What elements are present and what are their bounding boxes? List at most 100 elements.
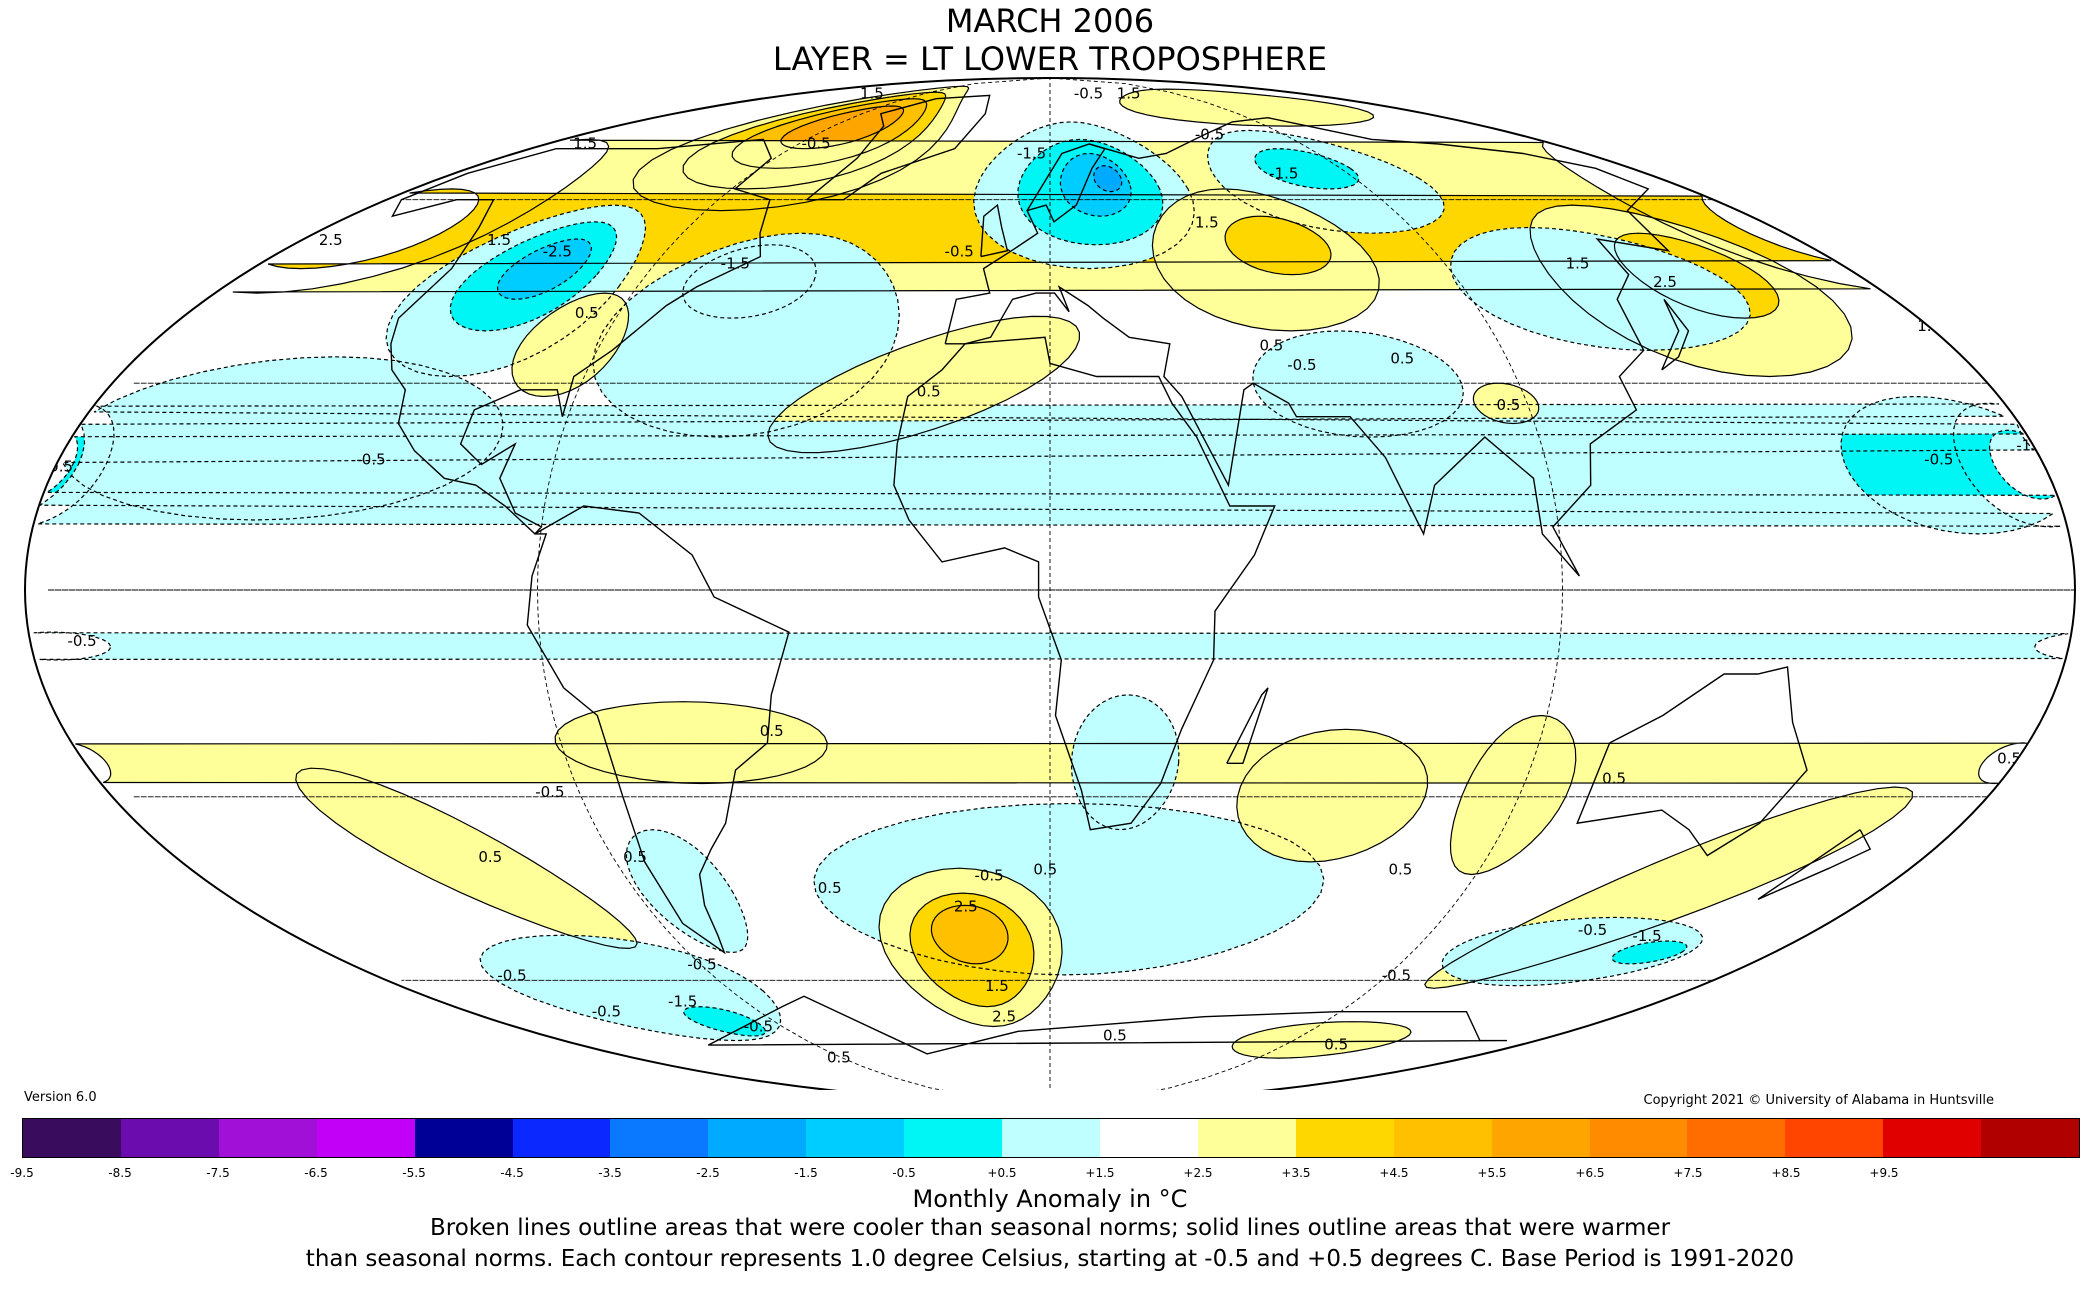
color-scale-segment <box>1785 1119 1884 1157</box>
coastline <box>806 94 991 201</box>
color-scale-tick: -9.5 <box>10 1166 34 1180</box>
color-scale-segment <box>1002 1119 1100 1157</box>
longitude-line <box>1049 78 1563 1090</box>
color-scale-tick: -8.5 <box>108 1166 132 1180</box>
color-scale-segment <box>1589 1119 1688 1157</box>
color-scale-tick: -6.5 <box>304 1166 328 1180</box>
warm-anomaly-area <box>1119 89 1374 127</box>
contour-label: 0.5 <box>575 304 599 322</box>
color-scale-segment <box>512 1119 611 1157</box>
color-scale-tick: +5.5 <box>1477 1166 1507 1180</box>
contour-label: -0.5 <box>1924 451 1953 469</box>
contour-label: 2.5 <box>954 897 978 915</box>
cool-anomaly-area <box>33 632 2069 660</box>
contour-label: 0.5 <box>1602 770 1626 788</box>
contour-label: 0.5 <box>1324 1036 1348 1054</box>
cool-contour <box>449 221 618 332</box>
cool-contour <box>1017 138 1164 246</box>
coastline <box>1026 143 1107 223</box>
cool-contour <box>496 238 593 300</box>
legend-note-line1: Broken lines outline areas that were coo… <box>429 1215 1671 1241</box>
longitude-line <box>537 78 1051 1090</box>
cool-contour <box>1441 916 1704 987</box>
cool-contour <box>1449 226 1751 351</box>
warm-contour <box>511 292 630 398</box>
contour-label: -0.5 <box>801 135 830 153</box>
cool-contour <box>1206 129 1445 234</box>
color-scale-tick: -1.5 <box>794 1166 818 1180</box>
contour-label: 1.5 <box>1195 214 1219 232</box>
cool-contour <box>61 356 2035 521</box>
cool-contour <box>1254 148 1360 190</box>
contour-label: 0.5 <box>478 848 502 866</box>
cool-anomaly-area <box>683 1006 766 1036</box>
contour-label: 2.5 <box>992 1008 1016 1026</box>
contour-label: -0.5 <box>1287 356 1316 374</box>
globe-outline <box>24 77 2076 1090</box>
cool-anomaly-area <box>1093 165 1122 192</box>
color-scale-segment <box>610 1119 709 1157</box>
color-scale-tick: +4.5 <box>1379 1166 1409 1180</box>
contour-label: -2.5 <box>543 243 572 261</box>
color-scale-tick: -0.5 <box>892 1166 916 1180</box>
color-scale-bar <box>22 1118 2080 1158</box>
color-scale-segment <box>1197 1119 1296 1157</box>
warm-contour <box>1231 1021 1412 1059</box>
warm-contour <box>1472 382 1540 425</box>
color-scale-tick: +3.5 <box>1281 1166 1311 1180</box>
world-anomaly-map: 1.5 -0.5 1.5 2.5 1.5 1.5 -2.5 -1.5 0.5 -1.5 -0.5 -0… <box>24 77 2076 1090</box>
color-scale-segment <box>120 1119 219 1157</box>
contour-label: 2.5 <box>1653 273 1677 291</box>
cool-contour <box>1070 694 1180 831</box>
contour-label: 0.5 <box>827 1048 851 1066</box>
contour-label: 0.5 <box>623 848 647 866</box>
warm-anomaly-area <box>1236 729 1428 862</box>
color-scale-tick: -3.5 <box>598 1166 622 1180</box>
warm-anomaly-area <box>1473 383 1539 424</box>
color-scale-segment <box>708 1119 807 1157</box>
color-scale-tick: -7.5 <box>206 1166 230 1180</box>
units-label: Monthly Anomaly in °C <box>912 1185 1188 1213</box>
contour-label: -0.5 <box>535 783 564 801</box>
cool-contour <box>681 244 817 319</box>
contour-label: -0.5 <box>1074 85 1103 103</box>
contour-label: 1.5 <box>1566 255 1590 273</box>
color-scale-segment <box>414 1119 513 1157</box>
color-scale-segment <box>1981 1119 2080 1157</box>
warm-contour <box>1529 204 1853 378</box>
warm-anomaly-area <box>75 742 2027 784</box>
warm-contour <box>909 892 1035 1008</box>
graticule <box>47 78 2075 1090</box>
contour-lines <box>33 85 2069 1059</box>
legend-note-line2: than seasonal norms. Each contour repres… <box>305 1246 1795 1272</box>
cool-anomaly-area <box>1254 148 1359 189</box>
version-label: Version 6.0 <box>24 1090 97 1105</box>
contour-label: -1.5 <box>1269 165 1298 183</box>
color-scale-segment <box>1393 1119 1492 1157</box>
color-scale-segment <box>1491 1119 1590 1157</box>
warm-anomaly-area <box>1450 715 1576 875</box>
contour-label: -0.5 <box>945 243 974 261</box>
warm-contour <box>1119 88 1375 127</box>
warm-anomaly-area <box>295 768 638 949</box>
map-subtitle: LAYER = LT LOWER TROPOSPHERE <box>772 40 1328 78</box>
color-scale-tick: +9.5 <box>1869 1166 1899 1180</box>
contour-label: 2.5 <box>319 231 343 249</box>
cool-contour <box>592 232 900 438</box>
color-scale-segment <box>1295 1119 1394 1157</box>
warm-contour <box>930 904 1009 965</box>
cool-anomaly-area <box>626 829 748 953</box>
cool-contour <box>33 631 2069 661</box>
cool-contour <box>1059 152 1132 217</box>
contour-label: 0.5 <box>760 722 784 740</box>
warm-contour <box>75 742 2027 785</box>
anomaly-fills <box>33 86 2069 1059</box>
contour-label: -1.5 <box>1017 144 1046 162</box>
cool-contour <box>38 395 2056 535</box>
warm-contour <box>267 188 1832 270</box>
contour-label: -0.5 <box>974 867 1003 885</box>
color-scale-segment <box>904 1119 1003 1157</box>
warm-contour <box>1151 188 1380 332</box>
contour-label: -0.5 <box>497 966 526 984</box>
cool-anomaly-area <box>40 396 2054 534</box>
